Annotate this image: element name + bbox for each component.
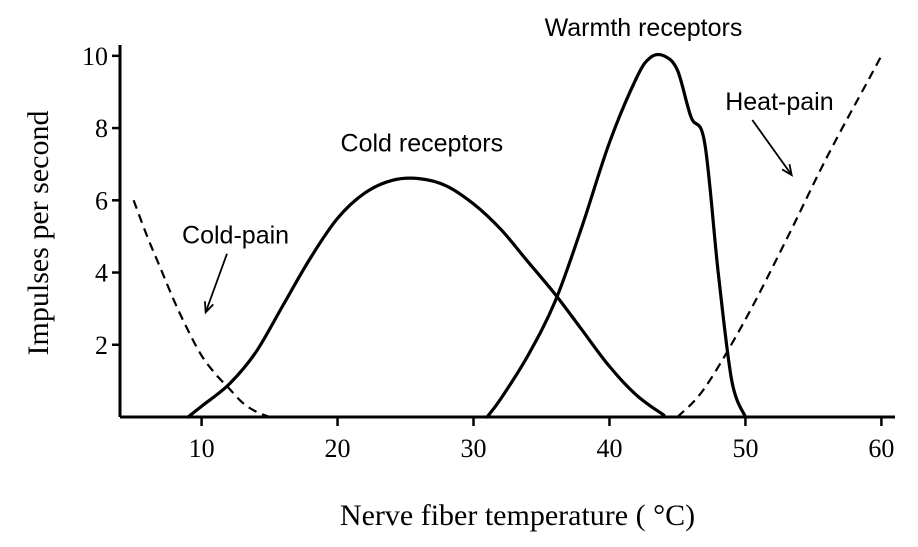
y-tick-label-4: 4 [95, 259, 108, 288]
x-ticks: 10 20 30 40 50 60 [189, 417, 894, 463]
heat-pain-arrow-line [751, 119, 793, 176]
x-tick-label-10: 10 [189, 434, 215, 463]
cold-pain-arrow-line [204, 253, 228, 313]
x-tick-label-50: 50 [732, 434, 758, 463]
curves-layer [132, 52, 883, 419]
y-ticks: 2 4 6 8 10 [82, 42, 120, 360]
y-tick-label-6: 6 [95, 186, 108, 215]
y-tick-label-10: 10 [82, 42, 108, 71]
x-tick-label-60: 60 [868, 434, 894, 463]
cold-pain-curve [132, 199, 271, 419]
y-axis-title: Impulses per second [22, 111, 55, 356]
cold-receptors-label: Cold receptors [341, 130, 504, 158]
axes-layer [118, 45, 895, 419]
cold-pain-arrow-head [203, 301, 214, 315]
x-axis-title: Nerve fiber temperature ( °C) [340, 499, 695, 532]
x-tick-label-40: 40 [596, 434, 622, 463]
heat-pain-arrow-head [781, 164, 793, 177]
cold-pain-label: Cold-pain [182, 222, 289, 250]
cold-receptors-curve [186, 176, 666, 419]
y-tick-label-2: 2 [95, 331, 108, 360]
annotations-layer: Cold-pain Cold receptors Warmth receptors H… [182, 14, 834, 315]
warmth-receptors-label: Warmth receptors [545, 14, 743, 42]
x-tick-label-30: 30 [461, 434, 487, 463]
warmth-receptors-curve [485, 52, 747, 419]
y-tick-label-8: 8 [95, 114, 108, 143]
x-tick-label-20: 20 [325, 434, 351, 463]
heat-pain-label: Heat-pain [725, 88, 833, 116]
